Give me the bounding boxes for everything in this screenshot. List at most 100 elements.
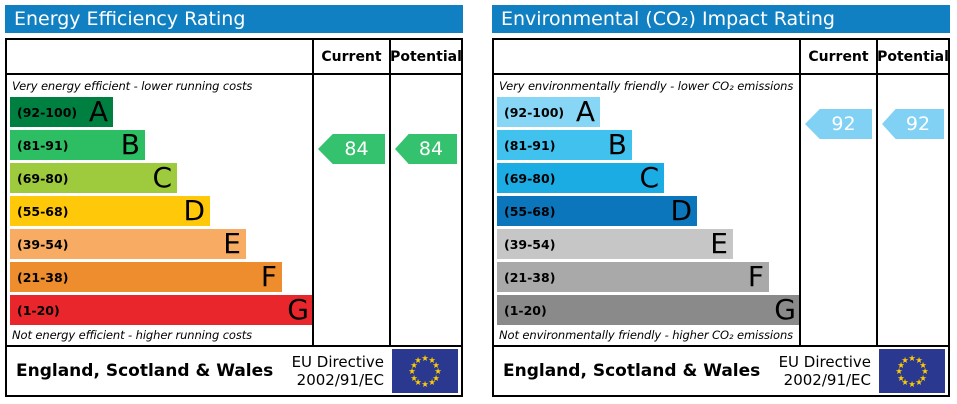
svg-text:★: ★ — [908, 380, 916, 390]
band-row: (81-91) B — [10, 130, 145, 160]
band-range-label: (1-20) — [504, 302, 547, 318]
band-letter: F — [260, 260, 277, 293]
band-letter: B — [120, 128, 140, 161]
eu-flag-icon: ★ ★★ ★★★ ★★★ ★★★ — [392, 349, 458, 393]
svg-text:★: ★ — [428, 378, 436, 388]
chart-title-bar: Energy Efficiency Rating — [5, 5, 463, 33]
energy-efficiency-chart: Energy Efficiency Rating Current Potenti… — [5, 5, 463, 397]
band-letter: E — [223, 227, 241, 260]
svg-text:★: ★ — [915, 378, 923, 388]
band-range-label: (1-20) — [17, 302, 60, 318]
current-column: 84 — [312, 75, 389, 345]
band-area: Very environmentally friendly - lower CO… — [494, 75, 799, 345]
eu-directive-line1: EU Directive — [778, 353, 871, 371]
svg-text:★: ★ — [921, 367, 929, 377]
svg-text:★: ★ — [410, 374, 418, 384]
band-range-label: (81-91) — [17, 137, 69, 153]
band-letter: D — [670, 194, 692, 227]
caption-bottom: Not environmentally friendly - higher CO… — [499, 328, 794, 342]
band-letter: A — [88, 95, 108, 128]
column-header-row: Current Potential — [494, 40, 949, 75]
band-range-label: (55-68) — [504, 203, 556, 219]
band-row: (92-100) A — [497, 97, 600, 127]
current-column: 92 — [799, 75, 876, 345]
column-spacer — [494, 40, 799, 73]
svg-text:★: ★ — [421, 354, 429, 364]
band-row: (39-54) E — [497, 229, 733, 259]
column-header-potential: Potential — [389, 40, 462, 73]
svg-text:★: ★ — [915, 356, 923, 366]
caption-bottom: Not energy efficient - higher running co… — [12, 328, 253, 342]
band-letter: G — [774, 293, 796, 326]
chart-title: Energy Efficiency Rating — [14, 8, 246, 30]
rating-table: Current Potential Very environmentally f… — [492, 38, 950, 347]
potential-rating-arrow: 84 — [395, 134, 457, 164]
band-row: (55-68) D — [10, 196, 210, 226]
rating-table: Current Potential Very energy efficient … — [5, 38, 463, 347]
band-range-label: (81-91) — [504, 137, 556, 153]
potential-column: 84 — [389, 75, 461, 345]
band-range-label: (69-80) — [17, 170, 69, 186]
chart-title-bar: Environmental (CO₂) Impact Rating — [492, 5, 950, 33]
eu-directive-label: EU Directive 2002/91/EC — [292, 353, 384, 389]
rating-body: Very energy efficient - lower running co… — [7, 75, 461, 345]
svg-text:★: ★ — [434, 367, 442, 377]
current-rating-arrow: 92 — [805, 109, 872, 139]
band-range-label: (69-80) — [504, 170, 556, 186]
band-range-label: (92-100) — [17, 104, 78, 120]
column-header-current: Current — [312, 40, 389, 73]
svg-text:★: ★ — [897, 361, 905, 371]
band-row: (21-38) F — [10, 262, 282, 292]
band-letter: D — [183, 194, 205, 227]
eu-directive-line2: 2002/91/EC — [783, 371, 871, 389]
eu-flag-icon: ★ ★★ ★★★ ★★★ ★★★ — [879, 349, 945, 393]
band-row: (21-38) F — [497, 262, 769, 292]
chart-footer: England, Scotland & Wales EU Directive 2… — [5, 345, 463, 397]
svg-text:★: ★ — [432, 361, 440, 371]
band-range-label: (55-68) — [17, 203, 69, 219]
eu-directive-line2: 2002/91/EC — [296, 371, 384, 389]
svg-text:★: ★ — [428, 356, 436, 366]
band-row: (1-20) G — [10, 295, 312, 325]
column-header-potential: Potential — [876, 40, 949, 73]
band-row: (92-100) A — [10, 97, 113, 127]
band-letter: G — [287, 293, 309, 326]
band-area: Very energy efficient - lower running co… — [7, 75, 312, 345]
column-header-row: Current Potential — [7, 40, 462, 75]
band-range-label: (92-100) — [504, 104, 565, 120]
band-range-label: (21-38) — [504, 269, 556, 285]
footer-region-label: England, Scotland & Wales — [503, 361, 761, 381]
band-row: (69-80) C — [497, 163, 664, 193]
eu-directive-label: EU Directive 2002/91/EC — [779, 353, 871, 389]
eu-directive-line1: EU Directive — [291, 353, 384, 371]
band-letter: C — [639, 161, 659, 194]
svg-text:★: ★ — [414, 356, 422, 366]
band-letter: B — [607, 128, 627, 161]
band-letter: A — [575, 95, 595, 128]
svg-text:★: ★ — [895, 367, 903, 377]
footer-region-label: England, Scotland & Wales — [16, 361, 274, 381]
band-letter: C — [152, 161, 172, 194]
caption-top: Very energy efficient - lower running co… — [12, 79, 253, 93]
svg-text:★: ★ — [410, 361, 418, 371]
band-row: (39-54) E — [10, 229, 246, 259]
svg-text:★: ★ — [919, 374, 927, 384]
rating-body: Very environmentally friendly - lower CO… — [494, 75, 948, 345]
caption-top: Very environmentally friendly - lower CO… — [499, 79, 794, 93]
svg-text:★: ★ — [421, 380, 429, 390]
chart-title: Environmental (CO₂) Impact Rating — [501, 8, 835, 30]
svg-text:★: ★ — [408, 367, 416, 377]
environmental-impact-chart: Environmental (CO₂) Impact Rating Curren… — [492, 5, 950, 397]
svg-text:★: ★ — [432, 374, 440, 384]
svg-text:★: ★ — [908, 354, 916, 364]
band-row: (81-91) B — [497, 130, 632, 160]
band-letter: E — [710, 227, 728, 260]
band-row: (69-80) C — [10, 163, 177, 193]
current-rating-arrow: 84 — [318, 134, 385, 164]
chart-footer: England, Scotland & Wales EU Directive 2… — [492, 345, 950, 397]
band-range-label: (39-54) — [504, 236, 556, 252]
column-spacer — [7, 40, 312, 73]
band-range-label: (21-38) — [17, 269, 69, 285]
band-range-label: (39-54) — [17, 236, 69, 252]
